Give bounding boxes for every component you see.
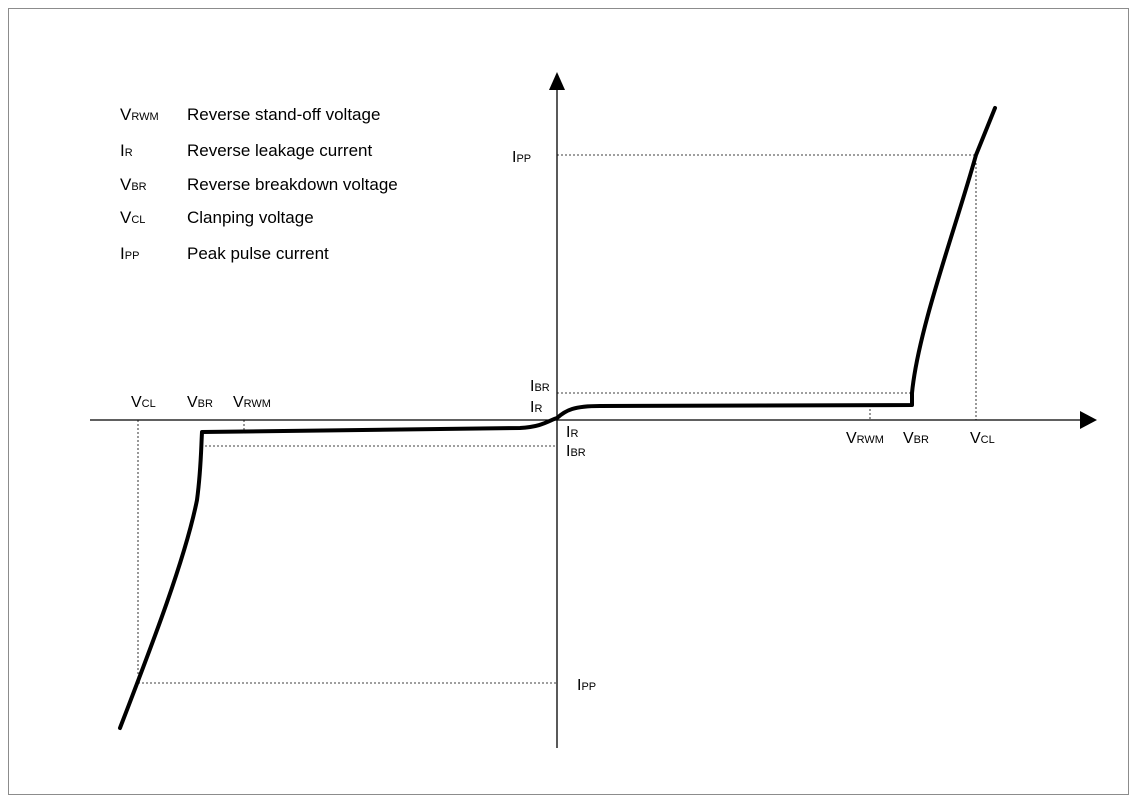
label-vbr-pos: VBR bbox=[903, 430, 929, 447]
label-ipp-top: IPP bbox=[512, 149, 531, 166]
label-vrwm-pos: VRWM bbox=[846, 430, 884, 447]
legend-desc-vrwm: Reverse stand-off voltage bbox=[187, 105, 380, 124]
label-vrwm-neg: VRWM bbox=[233, 394, 271, 411]
legend: VRWM Reverse stand-off voltage IR Revers… bbox=[120, 105, 398, 263]
label-vcl-pos: VCL bbox=[970, 430, 995, 447]
legend-symbol-ir: IR bbox=[120, 141, 133, 160]
legend-desc-vcl: Clanping voltage bbox=[187, 208, 314, 227]
legend-desc-vbr: Reverse breakdown voltage bbox=[187, 175, 398, 194]
legend-symbol-vcl: VCL bbox=[120, 208, 145, 227]
guide-lines bbox=[137, 154, 977, 684]
legend-desc-ir: Reverse leakage current bbox=[187, 141, 372, 160]
x-axis-arrow bbox=[1080, 411, 1097, 429]
label-ipp-bottom: IPP bbox=[577, 677, 596, 694]
y-axis-arrow bbox=[549, 72, 565, 90]
legend-symbol-vbr: VBR bbox=[120, 175, 147, 194]
label-ibr-neg: IBR bbox=[566, 443, 586, 460]
label-ir-neg: IR bbox=[566, 424, 578, 441]
iv-curve bbox=[118, 106, 997, 730]
legend-symbol-vrwm: VRWM bbox=[120, 105, 159, 124]
label-ibr-pos: IBR bbox=[530, 378, 550, 395]
legend-symbol-ipp: IPP bbox=[120, 244, 139, 263]
diagram-border bbox=[8, 8, 1129, 795]
label-vcl-neg: VCL bbox=[131, 394, 156, 411]
label-ir-pos: IR bbox=[530, 399, 542, 416]
label-vbr-neg: VBR bbox=[187, 394, 213, 411]
legend-desc-ipp: Peak pulse current bbox=[187, 244, 329, 263]
